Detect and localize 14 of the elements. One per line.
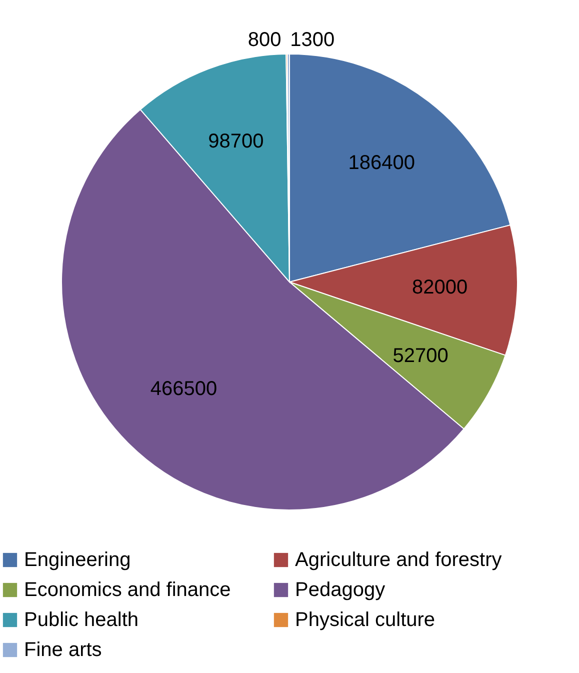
legend-label: Economics and finance: [24, 579, 231, 601]
legend-label: Fine arts: [24, 639, 102, 661]
data-label: 800: [248, 29, 282, 52]
legend-label: Public health: [24, 609, 139, 631]
data-label: 186400: [348, 152, 416, 174]
data-label: 466500: [150, 378, 218, 400]
data-label: 98700: [208, 130, 264, 152]
legend-label: Physical culture: [295, 609, 436, 631]
data-label: 82000: [412, 276, 468, 299]
legend-label: Pedagogy: [295, 579, 386, 601]
legend-label: Agriculture and forestry: [295, 549, 502, 571]
data-label: 52700: [392, 344, 448, 367]
legend-label: Engineering: [24, 549, 131, 571]
data-label: 1300: [290, 29, 335, 52]
